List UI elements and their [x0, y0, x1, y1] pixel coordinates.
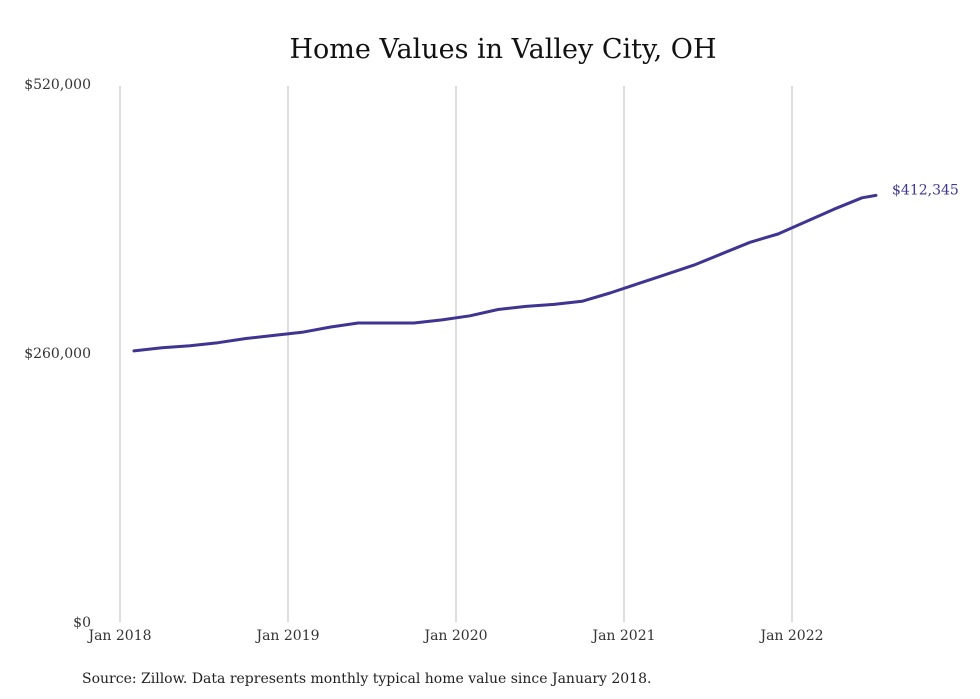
x-tick-label: Jan 2020	[422, 628, 487, 644]
y-tick-label: $0	[73, 615, 91, 631]
x-tick-label: Jan 2022	[758, 628, 823, 644]
y-tick-label: $260,000	[24, 346, 91, 362]
x-tick-label: Jan 2021	[590, 628, 655, 644]
y-tick-label: $520,000	[24, 77, 91, 93]
x-tick-label: Jan 2019	[254, 628, 319, 644]
chart-title: Home Values in Valley City, OH	[290, 34, 717, 65]
y-axis-tick-labels: $0 $260,000 $520,000	[24, 77, 91, 631]
series-layer	[132, 193, 878, 353]
series-line-0	[132, 193, 878, 353]
x-tick-label: Jan 2018	[86, 628, 151, 644]
x-axis-tick-labels: Jan 2018 Jan 2019 Jan 2020 Jan 2021 Jan 2022	[86, 628, 823, 644]
end-value-label: $412,345	[892, 182, 959, 198]
source-note: Source: Zillow. Data represents monthly …	[82, 671, 651, 687]
gridlines	[119, 86, 793, 622]
